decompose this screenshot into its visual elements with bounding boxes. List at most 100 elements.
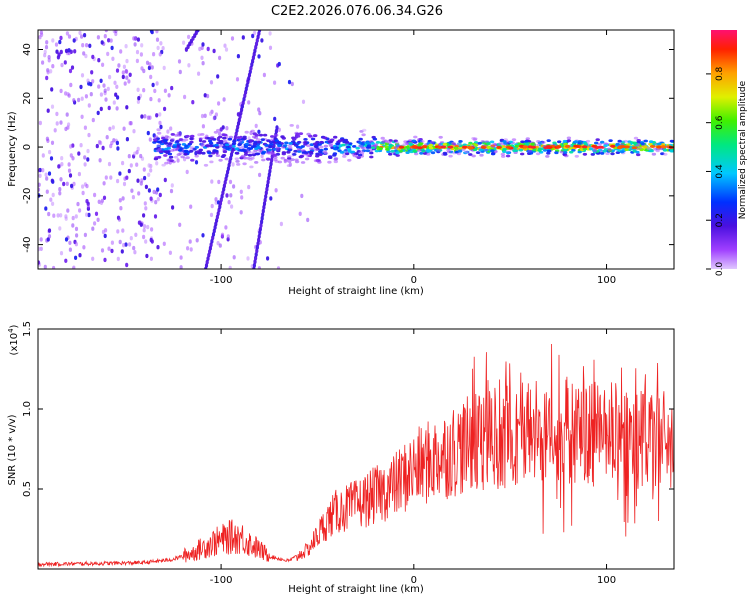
- spectrogram-point: [332, 153, 337, 157]
- spectrogram-point: [347, 158, 352, 162]
- spectrogram-point: [68, 68, 73, 74]
- spectrogram-point: [218, 144, 223, 148]
- spectrogram-point: [481, 146, 487, 149]
- spectrogram-point: [208, 139, 213, 143]
- spectrogram-point: [588, 147, 594, 151]
- spectrogram-point: [265, 183, 270, 189]
- spectrogram-point: [352, 145, 357, 148]
- spectrogram-point: [269, 196, 273, 201]
- spectrogram-point: [250, 156, 255, 160]
- spectrogram-point: [490, 149, 495, 153]
- spectrogram-point: [405, 145, 410, 149]
- spectrogram-x-label: Height of straight line (km): [288, 286, 424, 297]
- spectrogram-point: [222, 140, 228, 143]
- spectrogram-point: [251, 151, 256, 155]
- spectrogram-point: [111, 125, 115, 130]
- spectrogram-point: [243, 153, 249, 156]
- spectrogram-point: [252, 263, 256, 268]
- snr-background: [38, 329, 674, 569]
- spectrogram-point: [218, 55, 222, 61]
- spectrogram-point: [308, 134, 313, 138]
- spectrogram-point: [255, 244, 259, 250]
- spectrogram-point: [198, 46, 202, 52]
- spectrogram-point: [436, 148, 441, 152]
- spectrogram-point: [38, 187, 41, 192]
- spectrogram-point: [264, 190, 268, 196]
- spectrogram-point: [71, 266, 76, 269]
- spectrogram-point: [179, 265, 183, 269]
- spectrogram-point: [244, 130, 249, 134]
- spectrogram-point: [159, 41, 163, 46]
- spectrogram-point: [49, 69, 53, 74]
- spectrogram-point: [74, 242, 78, 247]
- spectrogram-point: [99, 78, 103, 84]
- spectrogram-point: [235, 151, 240, 155]
- spectrogram-point: [258, 30, 262, 33]
- spectrogram-point: [274, 128, 278, 134]
- spectrogram-point: [100, 248, 105, 253]
- spectrogram-point: [388, 152, 393, 156]
- spectrogram-point: [258, 226, 262, 232]
- spectrogram-point: [333, 157, 339, 160]
- spectrogram-point: [64, 48, 69, 54]
- spectrogram-point: [72, 98, 76, 103]
- spectrogram-point: [217, 101, 221, 106]
- spectrogram-point: [176, 153, 181, 157]
- spectrogram-point: [270, 135, 275, 138]
- spectrogram-point: [375, 141, 381, 144]
- spectrogram-point: [145, 60, 150, 65]
- spectrogram-point: [51, 192, 55, 198]
- spectrogram-point: [232, 184, 236, 189]
- spectrogram-point: [568, 147, 574, 150]
- spectrogram-point: [277, 160, 283, 164]
- spectrogram-point: [155, 113, 159, 118]
- snr-y-tick-label: 0.5: [22, 481, 33, 497]
- spectrogram-point: [313, 159, 319, 163]
- spectrogram-point: [67, 168, 72, 173]
- spectrogram-point: [619, 150, 625, 154]
- spectrogram-point: [259, 223, 263, 228]
- spectrogram-point: [139, 153, 143, 159]
- spectrogram-point: [145, 253, 149, 259]
- spectrogram-point: [63, 60, 67, 65]
- spectrogram-point: [428, 146, 434, 150]
- spectrogram-point: [161, 163, 166, 167]
- spectrogram-point: [163, 154, 168, 157]
- spectrogram-point: [600, 140, 605, 144]
- spectrogram-point: [652, 147, 658, 151]
- spectrogram-point: [201, 140, 207, 143]
- spectrogram-point: [256, 146, 262, 149]
- spectrogram-point: [276, 266, 281, 269]
- spectrogram-point: [218, 243, 222, 248]
- spectrogram-point: [166, 129, 170, 134]
- spectrogram-point: [514, 144, 520, 148]
- spectrogram-point: [133, 42, 137, 47]
- spectrogram-point: [209, 111, 213, 116]
- spectrogram-point: [47, 228, 52, 233]
- spectrogram-point: [267, 148, 272, 152]
- spectrogram-point: [289, 124, 294, 127]
- spectrogram-point: [140, 43, 144, 48]
- spectrogram-point: [473, 143, 479, 147]
- snr-x-tick-label: 0: [411, 575, 417, 586]
- spectrogram-point: [53, 128, 57, 133]
- spectrogram-point: [226, 234, 230, 239]
- spectrogram-point: [120, 249, 124, 254]
- spectrogram-point: [332, 147, 338, 151]
- spectrogram-point: [237, 143, 242, 147]
- spectrogram-point: [546, 139, 551, 143]
- spectrogram-point: [60, 62, 64, 68]
- spectrogram-point: [45, 176, 49, 181]
- spectrogram-point: [86, 148, 90, 154]
- spectrogram-point: [527, 149, 533, 153]
- spectrogram-point: [283, 144, 288, 148]
- spectrogram-point: [216, 241, 220, 246]
- spectrogram-point: [268, 45, 273, 50]
- spectrogram-point: [405, 151, 410, 155]
- spectrogram-point: [365, 141, 370, 145]
- spectrogram-point: [91, 54, 95, 60]
- spectrogram-point: [159, 124, 163, 130]
- spectrogram-point: [96, 110, 100, 116]
- spectrogram-point: [189, 204, 193, 209]
- spectrogram-point: [68, 240, 72, 245]
